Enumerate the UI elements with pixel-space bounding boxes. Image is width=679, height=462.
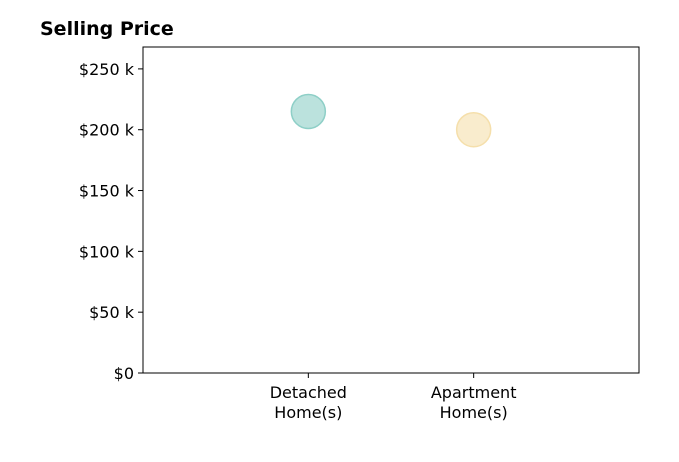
x-tick-label: Detached Home(s) [270,383,347,422]
y-tick-label: $150 k [79,182,135,201]
plot-frame [142,46,640,374]
x-axis: Detached Home(s) Apartment Home(s) [270,373,517,422]
y-tick-label: $0 [114,364,134,383]
y-tick-label: $250 k [79,60,135,79]
chart-title: Selling Price [40,18,174,40]
y-tick-label: $50 k [89,303,135,322]
data-point [455,111,492,148]
data-points [290,93,492,148]
y-axis: $0 $50 k $100 k $150 k $200 k $250 k [79,60,143,383]
y-tick-label: $200 k [79,121,135,140]
x-tick-label: Apartment Home(s) [431,383,517,422]
y-tick-label: $100 k [79,242,135,261]
data-point [290,93,327,130]
